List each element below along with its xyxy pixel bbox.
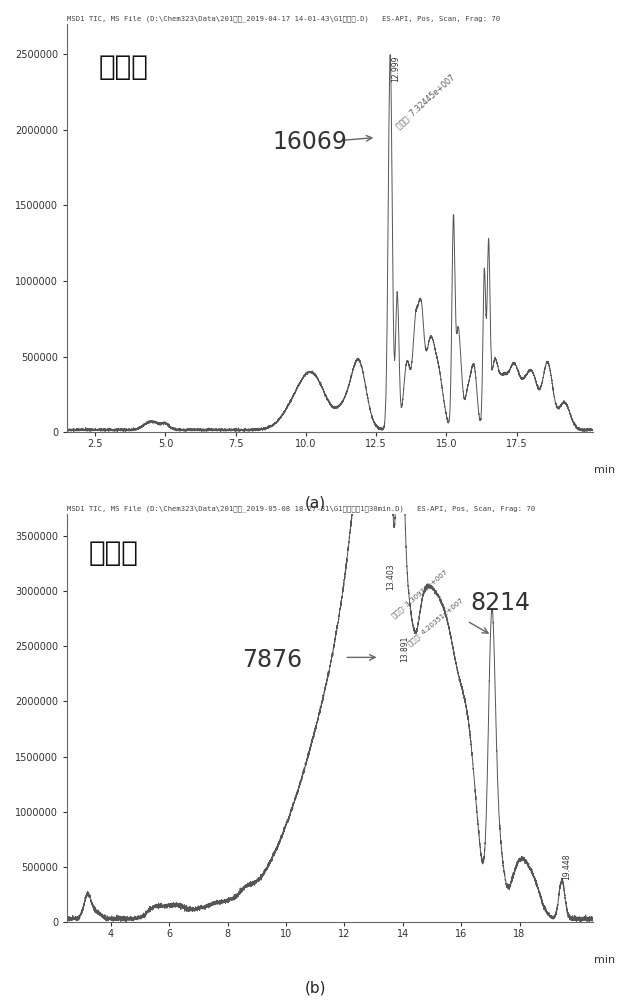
Text: 酶切后: 酶切后 <box>88 539 138 567</box>
Text: 16069: 16069 <box>272 130 347 154</box>
Text: 12.999: 12.999 <box>391 56 400 82</box>
Text: min: min <box>594 955 615 965</box>
Text: MSD1 TIC, MS File (D:\Chem323\Data\201天汇_2019-04-17 14-01-43\G1复性液.D)   ES-API, : MSD1 TIC, MS File (D:\Chem323\Data\201天汇… <box>67 15 500 22</box>
Text: 13.403: 13.403 <box>386 564 395 590</box>
Text: 峰面积: 4.20351e+007: 峰面积: 4.20351e+007 <box>407 597 465 647</box>
Text: min: min <box>594 465 615 475</box>
Text: (b): (b) <box>304 980 326 996</box>
Text: 峰面积: 3.30938e+007: 峰面积: 3.30938e+007 <box>391 569 449 619</box>
Text: (a): (a) <box>304 495 326 510</box>
Text: 13.891: 13.891 <box>401 635 410 662</box>
Text: 7876: 7876 <box>243 648 302 672</box>
Text: 19.448: 19.448 <box>563 854 571 880</box>
Text: 峰面积: 7.32445e+007: 峰面积: 7.32445e+007 <box>394 73 457 130</box>
Text: 8214: 8214 <box>470 591 530 615</box>
Text: MSD1 TIC, MS File (D:\Chem323\Data\201天汇_2019-05-08 18-27-31\G1加量酶切1萀30min.D)   : MSD1 TIC, MS File (D:\Chem323\Data\201天汇… <box>67 505 536 512</box>
Text: 酶切前: 酶切前 <box>99 53 149 81</box>
